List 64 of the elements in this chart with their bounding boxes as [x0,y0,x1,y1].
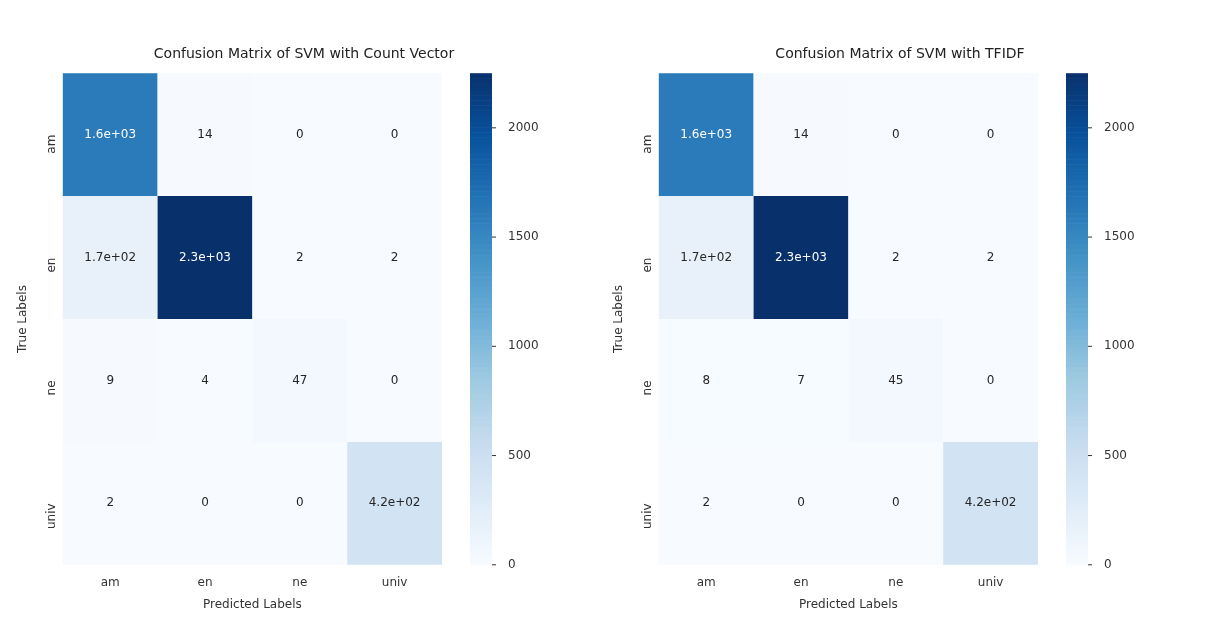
x-tick-label: univ [381,575,408,590]
color-bar-label: 2000 [1104,119,1135,134]
data-label: 0 [891,495,900,510]
data-label: 0 [986,126,995,141]
x-tick-label: ne [292,575,308,590]
data-label: 0 [891,126,900,141]
data-label: 0 [390,126,399,141]
chart-title: Confusion Matrix of SVM with TFIDF [775,45,1025,62]
data-label: 1.7e+02 [84,249,137,264]
x-tick-label: en [197,575,213,590]
y-tick-label: en [43,257,58,273]
x-axis-title: Predicted Labels [203,596,302,611]
data-label: 1.7e+02 [680,249,733,264]
data-label: 2 [295,249,304,264]
data-label: 0 [986,372,995,387]
y-axis-title: True Labels [15,285,30,354]
color-bar-label: 0 [1104,556,1112,571]
data-label: 2 [106,495,115,510]
data-label: 4.2e+02 [368,495,421,510]
color-bar-label: 500 [508,447,531,462]
y-tick-label: am [639,134,654,154]
data-label: 9 [106,372,115,387]
data-label: 14 [793,126,809,141]
y-tick-label: ne [639,380,654,396]
y-tick-label: en [639,257,654,273]
data-label: 47 [292,372,308,387]
data-label: 2 [390,249,399,264]
x-tick-label: ne [888,575,904,590]
x-axis-title: Predicted Labels [799,596,898,611]
color-bar-label: 0 [508,556,516,571]
data-label: 0 [201,495,209,510]
data-label: 4.2e+02 [964,495,1017,510]
data-label: 1.6e+03 [680,126,733,141]
data-label: 2 [891,249,900,264]
color-bar-label: 1500 [508,229,539,244]
data-label: 1.6e+03 [84,126,137,141]
data-label: 0 [295,495,304,510]
y-tick-label: am [43,134,58,154]
x-tick-label: univ [977,575,1004,590]
data-label: 7 [797,372,805,387]
data-label: 2.3e+03 [179,249,231,264]
color-bar-label: 2000 [508,119,539,134]
data-label: 0 [797,495,805,510]
y-tick-label: univ [43,503,58,530]
data-label: 2.3e+03 [775,249,827,264]
x-tick-label: en [793,575,809,590]
y-tick-label: ne [43,380,58,396]
data-label: 0 [390,372,399,387]
data-label: 45 [888,372,904,387]
color-bar-label: 1500 [1104,229,1135,244]
chart-title: Confusion Matrix of SVM with Count Vector [153,45,455,62]
x-tick-label: am [100,575,120,590]
data-label: 2 [986,249,995,264]
data-label: 14 [197,126,213,141]
color-bar-label: 1000 [1104,338,1135,353]
x-tick-label: am [696,575,716,590]
color-bar-label: 500 [1104,447,1127,462]
y-tick-label: univ [639,503,654,530]
y-axis-title: True Labels [611,285,626,354]
data-label: 2 [702,495,711,510]
data-label: 0 [295,126,304,141]
data-label: 4 [201,372,209,387]
data-label: 8 [702,372,711,387]
color-bar-label: 1000 [508,338,539,353]
